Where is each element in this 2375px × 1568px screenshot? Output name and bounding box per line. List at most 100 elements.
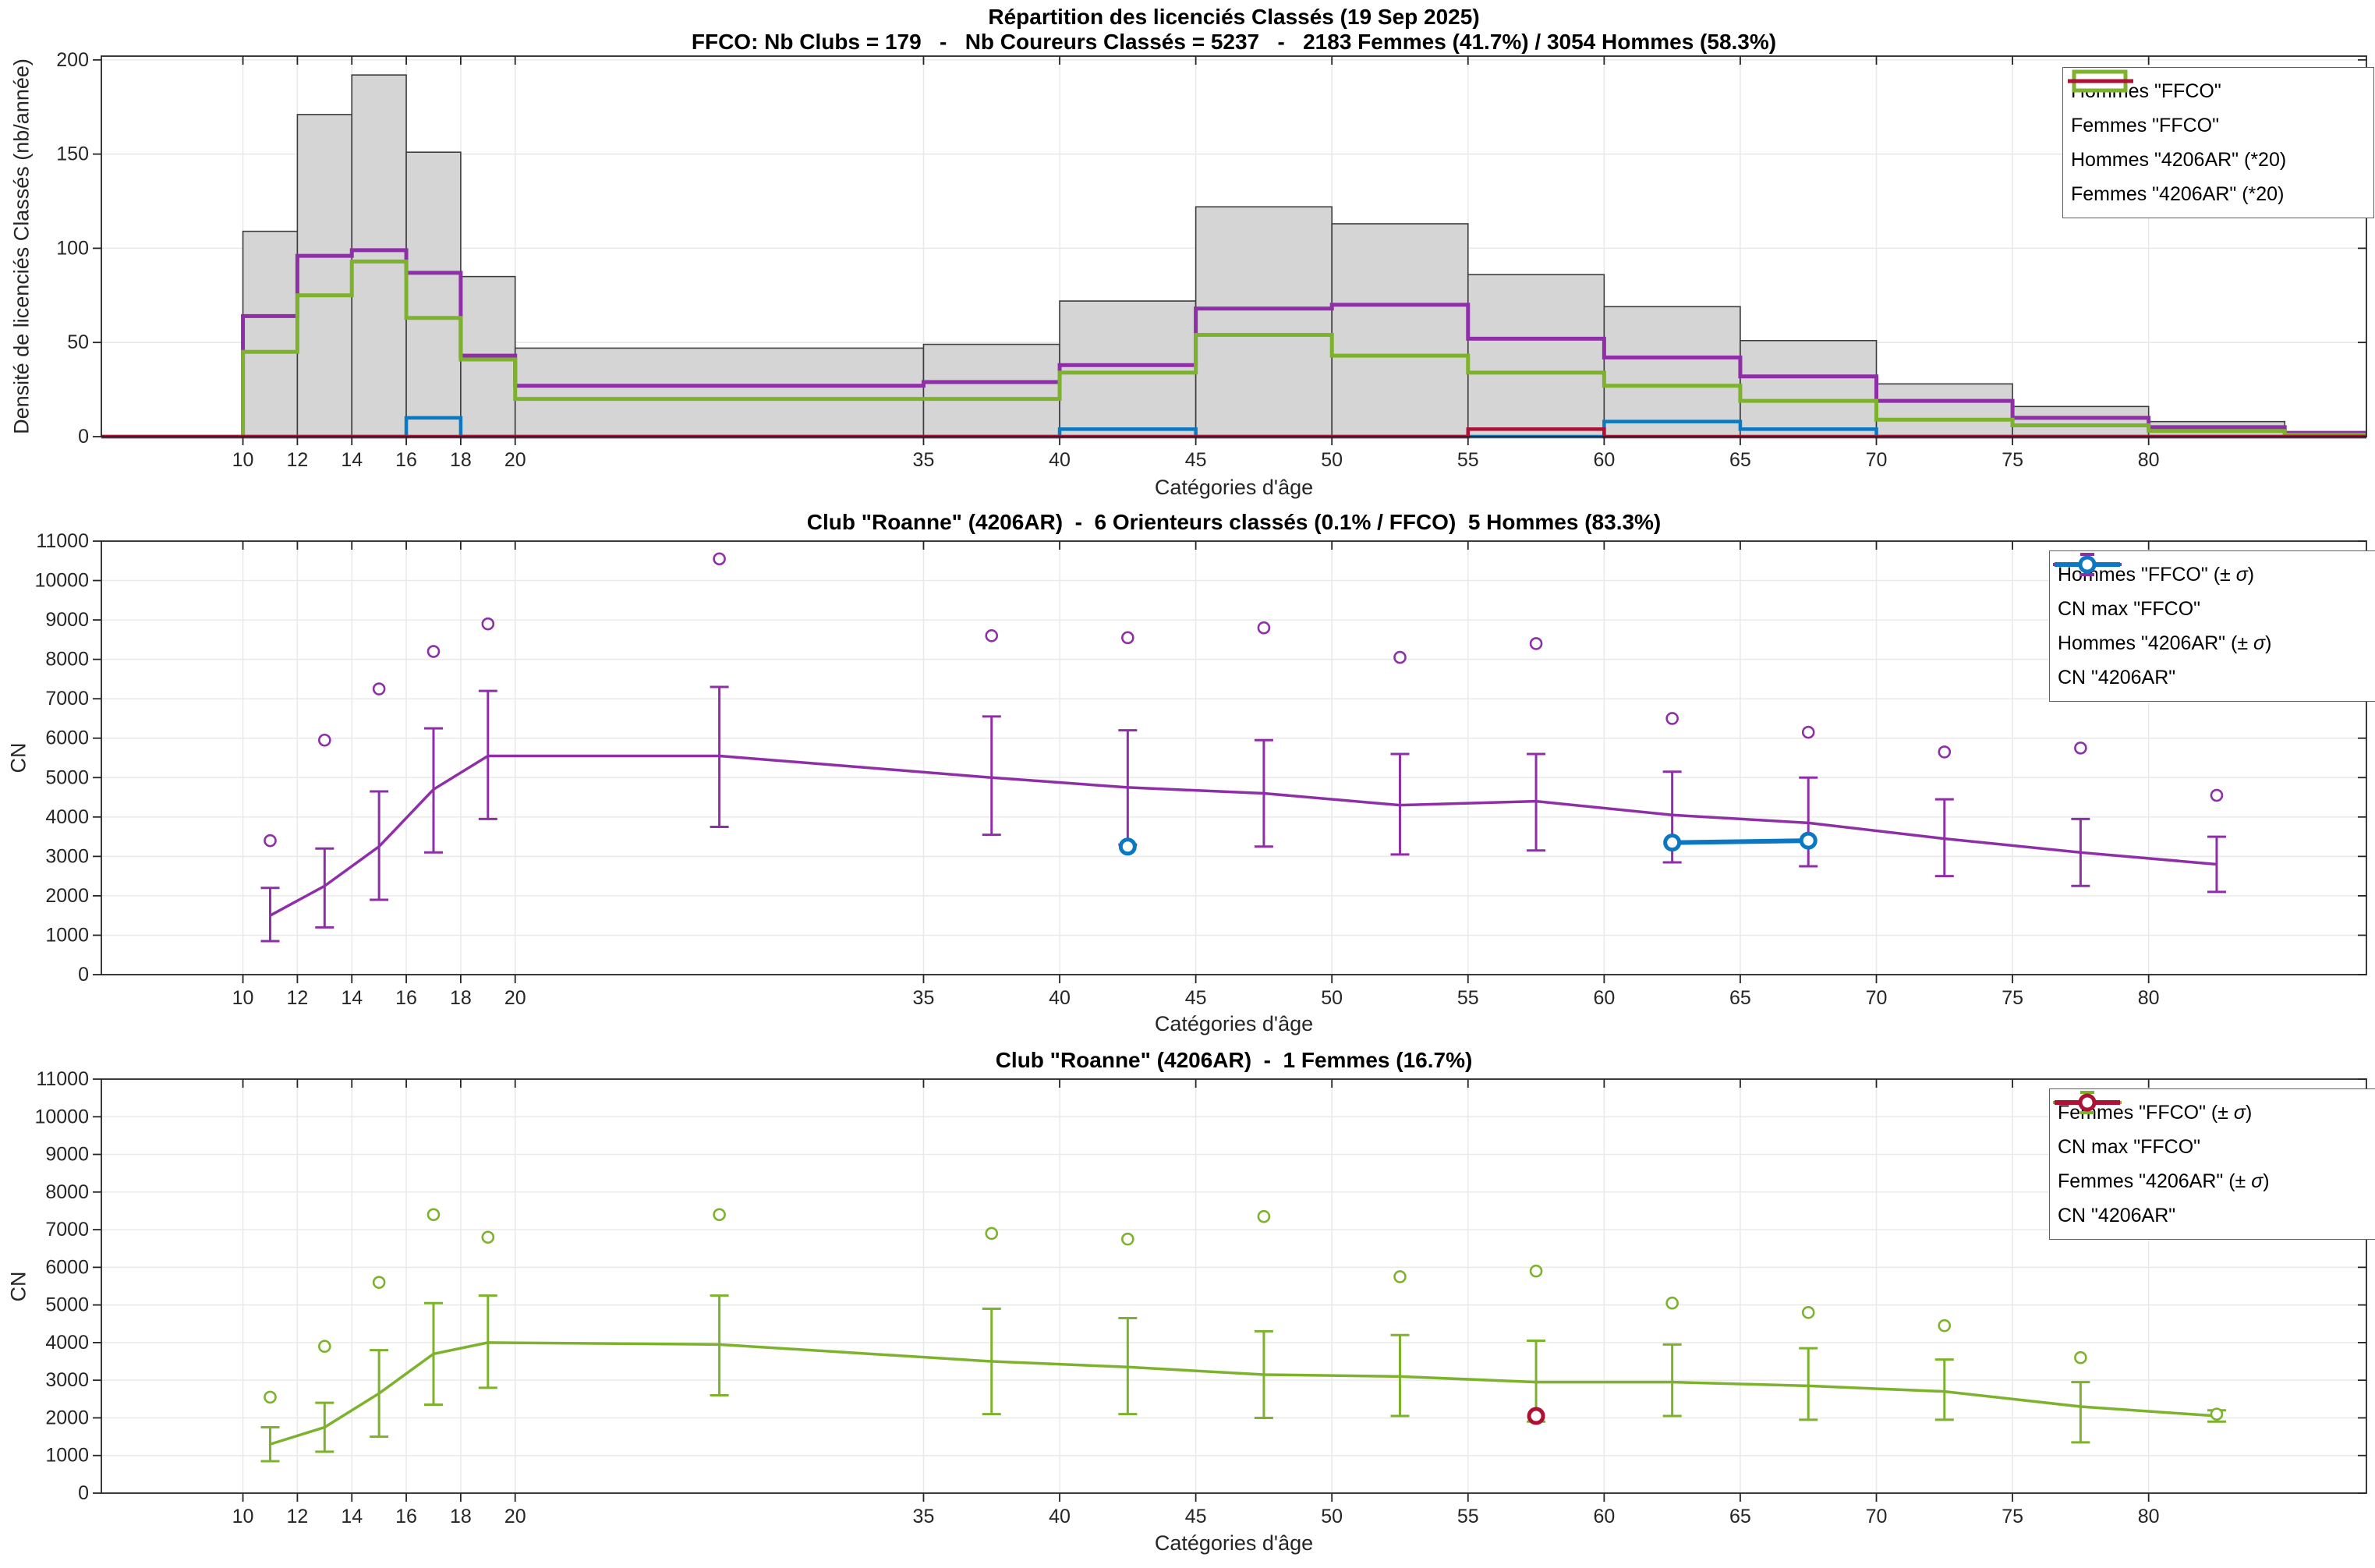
y-tick-label: 0 [78,964,89,986]
x-tick-label: 35 [913,449,935,471]
axes-box [101,540,2367,975]
legend-item-label: Hommes "FFCO" (± σ) [2058,563,2255,586]
x-tick-label: 50 [1321,449,1343,471]
y-tick-label: 11000 [36,1068,89,1090]
legend-item: Hommes "4206AR" (± σ) [2055,562,2373,659]
cn-max-dot [985,629,999,642]
x-tick-label: 80 [2138,987,2160,1009]
cn-max-dot [1121,631,1134,645]
y-tick-label: 4000 [45,806,89,828]
bar [296,114,353,437]
y-tick-label: 9000 [45,1144,89,1166]
chart2-ylabel: CN [6,742,30,773]
bar [405,151,462,437]
y-tick-label: 1000 [45,924,89,946]
y-tick-label: 3000 [45,1369,89,1391]
y-tick-label: 5000 [45,1294,89,1316]
chart3-xlabel: Catégories d'âge [1154,1531,1314,1555]
cn-max-dot [985,1226,999,1241]
legend-item-label: CN "4206AR" [2058,1204,2176,1226]
bar [1331,223,1469,437]
cn-max-dot [2210,1407,2224,1421]
x-tick-label: 45 [1185,987,1207,1009]
histogram-bars [242,74,2286,437]
club-mean-line [1672,838,1809,845]
x-tick-label: 70 [1866,1506,1888,1527]
cn-max-dot [1393,1270,1407,1283]
y-tick-label: 150 [56,143,89,165]
cn-max-dot [1938,1318,1952,1333]
x-tick-label: 55 [1457,449,1479,471]
cn-max-dot [427,645,441,658]
cn-max-dot [318,733,331,747]
cn-max-dot [1529,1264,1543,1278]
chart3-legend: Femmes "FFCO" (± σ) CN max "FFCO" Femmes "… [2049,1088,2375,1240]
bar [1059,300,1197,437]
cn-max-dot [1938,745,1952,759]
y-tick-label: 10000 [34,570,89,592]
bar [1195,206,1333,437]
bar [514,347,925,437]
x-tick-label: 80 [2138,1506,2160,1527]
x-tick-label: 16 [395,987,417,1009]
club-cn-dot [1663,834,1682,852]
stairs-femmes [241,259,2366,437]
y-tick-label: 50 [67,331,89,353]
cn-max-dot [318,1340,331,1354]
legend-item-label: Femmes "4206AR" (*20) [2071,182,2285,205]
cn-max-dot [1393,650,1407,664]
legend-item-label: Hommes "4206AR" (*20) [2071,148,2287,171]
bar [2012,405,2150,437]
x-tick-label: 55 [1457,1506,1479,1527]
cn-max-dot [1665,1296,1679,1310]
cn-max-dot [713,1208,726,1222]
bar [1603,306,1741,437]
y-tick-label: 6000 [45,1256,89,1278]
y-tick-label: 4000 [45,1332,89,1354]
x-tick-label: 60 [1593,1506,1615,1527]
x-tick-label: 50 [1321,987,1343,1009]
x-tick-label: 16 [395,449,417,471]
cn-max-dot [481,1230,495,1244]
y-tick-label: 2000 [45,1407,89,1428]
y-tick-label: 8000 [45,1181,89,1203]
bar [351,74,407,437]
cn-max-dot [1801,725,1815,739]
stairs-hommes [241,248,2366,437]
x-tick-label: 40 [1049,449,1071,471]
x-tick-label: 14 [341,987,363,1009]
chart1-legend: Hommes "FFCO" Femmes "FFCO" Hommes "4206AR… [2062,67,2374,218]
cn-max-dot [372,682,386,696]
y-tick-label: 0 [78,1482,89,1504]
x-tick-label: 35 [913,1506,935,1527]
chart2-title: Club "Roanne" (4206AR) - 6 Orienteurs cl… [806,510,1662,534]
x-tick-label: 75 [2002,449,2023,471]
x-tick-label: 80 [2138,449,2160,471]
x-tick-label: 50 [1321,1506,1343,1527]
cn-max-dot [1801,1305,1815,1319]
cn-max-dot [713,552,726,566]
x-tick-label: 35 [913,987,935,1009]
x-tick-label: 18 [450,1506,472,1527]
cn-max-dot [2074,1350,2087,1364]
legend-item-label: Femmes "FFCO" [2071,114,2219,136]
x-tick-label: 16 [395,1506,417,1527]
club-cn-dots [1118,831,1818,856]
cn-max-dot [1529,637,1543,650]
x-tick-label: 10 [232,1506,254,1527]
y-tick-label: 10000 [34,1106,89,1127]
cn-max-dot [1121,1232,1134,1246]
cn-max-dots [264,552,2224,848]
bar [1467,274,1605,437]
club-cn-dot [1118,837,1137,856]
x-tick-label: 18 [450,449,472,471]
y-tick-label: 8000 [45,649,89,671]
y-tick-label: 5000 [45,766,89,788]
cn-max-dot [264,834,277,848]
cn-max-dot [2074,742,2087,755]
legend-item: CN "4206AR" [2058,1093,2373,1231]
y-tick-label: 6000 [45,727,89,749]
x-tick-label: 12 [286,987,308,1009]
cn-max-dot [372,1276,386,1289]
